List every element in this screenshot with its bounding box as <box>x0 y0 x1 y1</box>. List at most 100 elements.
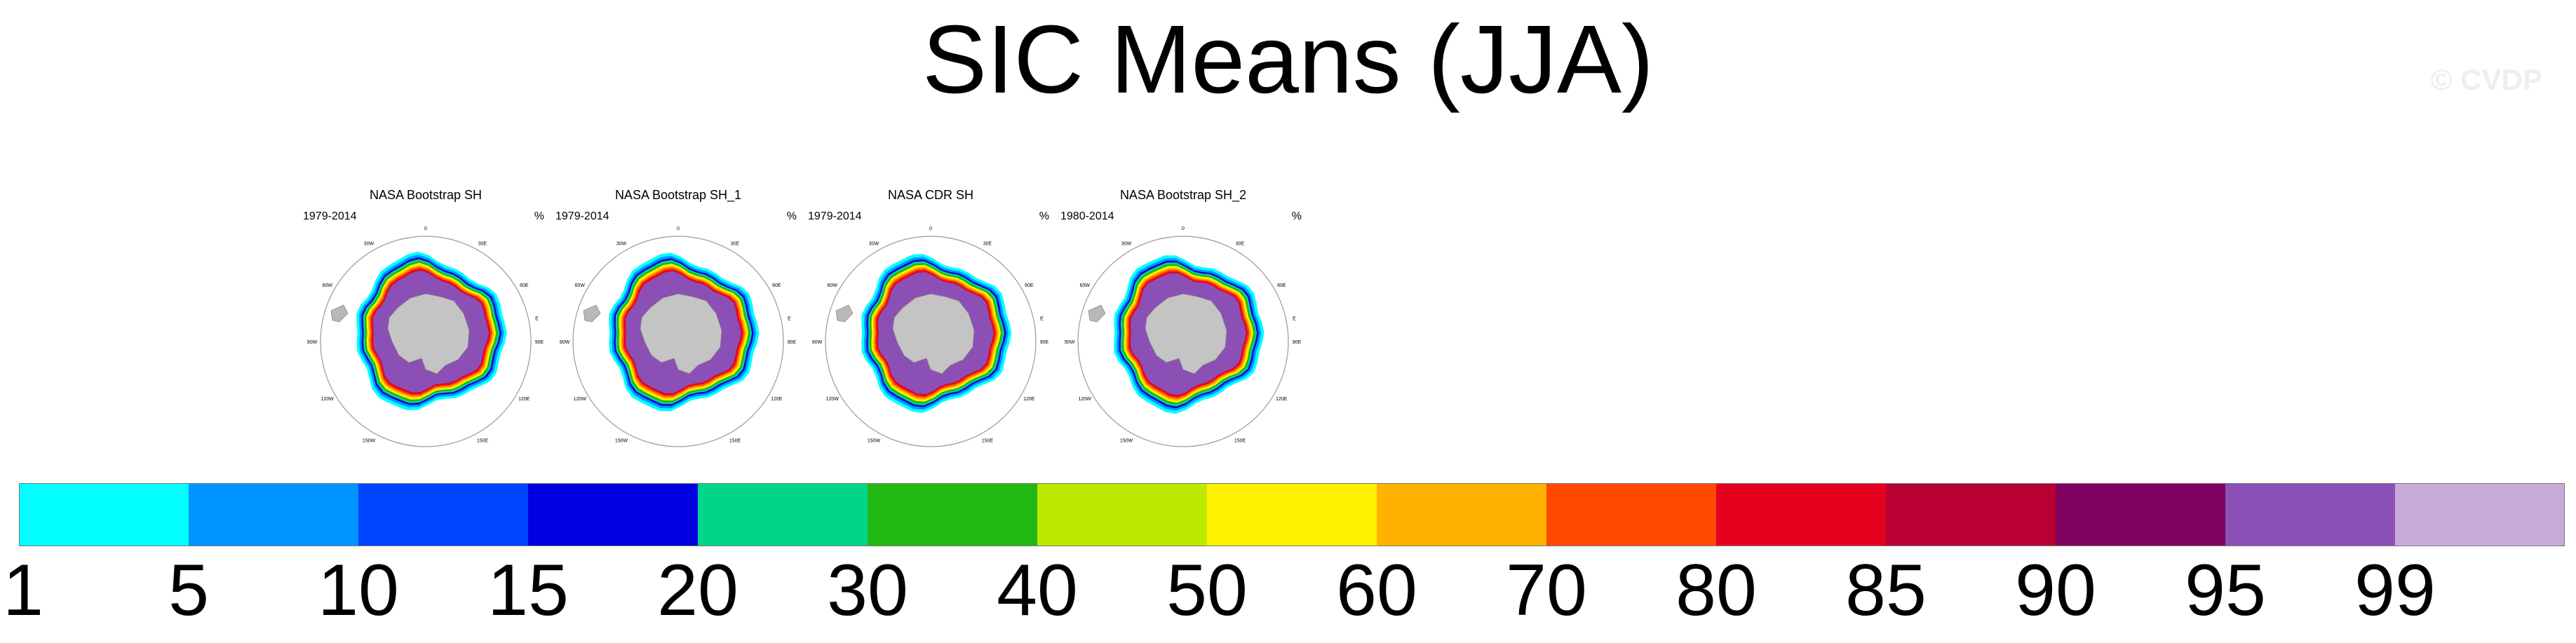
longitude-label: 60W <box>322 283 332 288</box>
colorbar-segment <box>189 483 359 546</box>
colorbar-tick-label: 40 <box>997 550 1078 631</box>
panel-period: 1979-2014 <box>808 210 862 222</box>
map-panel: 030E60EE90E120E150E180150W120W90W60W30W … <box>808 184 1053 447</box>
colorbar-tick-label: 50 <box>1166 550 1248 631</box>
watermark: © CVDP <box>2430 63 2542 96</box>
polar-map: 030E60EE90E120E150E180150W120W90W60W30W <box>307 226 544 447</box>
colorbar-tick-label: 1 <box>3 550 43 631</box>
polar-map: 030E60EE90E120E150E180150W120W90W60W30W <box>560 226 797 447</box>
panel-title: NASA Bootstrap SH_2 <box>1119 188 1247 202</box>
antarctica-landmass <box>1145 293 1227 374</box>
south-america-landmass <box>835 304 854 323</box>
colorbar-tick-label: 30 <box>827 550 908 631</box>
panel-unit: % <box>534 210 544 222</box>
colorbar-frame <box>19 483 2565 546</box>
longitude-label: 150E <box>477 438 489 443</box>
colorbar-tick-label: 15 <box>487 550 569 631</box>
longitude-label: 30E <box>983 242 992 247</box>
colorbar-tick-label: 10 <box>318 550 399 631</box>
colorbar-tick-label: 20 <box>657 550 739 631</box>
longitude-label: 60E <box>772 283 781 288</box>
map-panel: 030E60EE90E120E150E180150W120W90W60W30W … <box>555 184 801 447</box>
longitude-label: 60W <box>574 283 585 288</box>
longitude-label: 150W <box>868 438 881 443</box>
longitude-label: 30W <box>1121 242 1132 247</box>
colorbar-tick-label: 5 <box>168 550 209 631</box>
colorbar-segment <box>1377 483 1547 546</box>
longitude-label: 90E <box>535 340 544 345</box>
colorbar-tick-label: 60 <box>1336 550 1417 631</box>
longitude-label: 0 <box>677 226 680 231</box>
colorbar-tick-label: 85 <box>1845 550 1927 631</box>
longitude-label: 120E <box>771 397 783 402</box>
longitude-label: E <box>535 316 539 321</box>
longitude-label: 120E <box>518 397 530 402</box>
colorbar-segment <box>528 483 699 546</box>
colorbar-tick-label: 90 <box>2015 550 2096 631</box>
figure-title: SIC Means (JJA) <box>922 6 1654 114</box>
longitude-label: 150E <box>729 438 741 443</box>
longitude-label: 60E <box>520 283 529 288</box>
longitude-label: 0 <box>424 226 427 231</box>
longitude-label: E <box>1293 316 1296 321</box>
longitude-label: 0 <box>929 226 932 231</box>
longitude-label: 30W <box>869 242 879 247</box>
panel-title: NASA CDR SH <box>887 188 974 202</box>
longitude-label: 150W <box>615 438 628 443</box>
longitude-label: 90W <box>1065 340 1075 345</box>
antarctica-landmass <box>640 293 722 374</box>
colorbar-tick-label: 95 <box>2185 550 2266 631</box>
polar-map: 030E60EE90E120E150E180150W120W90W60W30W <box>812 226 1049 447</box>
longitude-label: 60E <box>1025 283 1034 288</box>
map-panel: 030E60EE90E120E150E180150W120W90W60W30W … <box>303 184 548 447</box>
longitude-label: 60E <box>1277 283 1286 288</box>
longitude-label: 90W <box>812 340 823 345</box>
longitude-label: 0 <box>1182 226 1185 231</box>
longitude-label: 150E <box>1234 438 1246 443</box>
colorbar-segment <box>868 483 1038 546</box>
longitude-label: 90W <box>307 340 318 345</box>
panel-unit: % <box>1291 210 1302 222</box>
colorbar-segment <box>2056 483 2226 546</box>
colorbar-segment <box>1886 483 2056 546</box>
longitude-label: 150W <box>1120 438 1133 443</box>
south-america-landmass <box>330 304 349 323</box>
panel-unit: % <box>1039 210 1049 222</box>
longitude-label: E <box>1040 316 1044 321</box>
polar-map: 030E60EE90E120E150E180150W120W90W60W30W <box>1065 226 1302 447</box>
panel-period: 1979-2014 <box>303 210 357 222</box>
colorbar-segment <box>1037 483 1208 546</box>
longitude-label: 120W <box>826 397 839 402</box>
colorbar-segment <box>2395 483 2565 546</box>
longitude-label: 30E <box>1236 242 1245 247</box>
longitude-label: 120W <box>574 397 587 402</box>
panel-title: NASA Bootstrap SH_1 <box>614 188 742 202</box>
longitude-label: 30W <box>364 242 375 247</box>
longitude-label: 120W <box>1079 397 1092 402</box>
longitude-label: 120E <box>1276 397 1288 402</box>
panel-period: 1980-2014 <box>1060 210 1114 222</box>
panel-title: NASA Bootstrap SH <box>369 188 483 202</box>
longitude-label: 120W <box>321 397 335 402</box>
antarctica-landmass <box>387 293 470 374</box>
longitude-label: 60W <box>1079 283 1090 288</box>
panel-unit: % <box>786 210 797 222</box>
longitude-label: 90E <box>1040 340 1049 345</box>
colorbar-tick-label: 70 <box>1506 550 1587 631</box>
colorbar-tick-label: 80 <box>1675 550 1757 631</box>
colorbar-segment <box>1207 483 1377 546</box>
longitude-label: 90E <box>1293 340 1302 345</box>
longitude-label: 150E <box>982 438 994 443</box>
longitude-label: 150W <box>363 438 376 443</box>
longitude-label: 120E <box>1023 397 1035 402</box>
colorbar-segment <box>1546 483 1717 546</box>
south-america-landmass <box>1088 304 1106 323</box>
longitude-label: 60W <box>827 283 837 288</box>
panel-period: 1979-2014 <box>555 210 609 222</box>
antarctica-landmass <box>892 293 975 374</box>
longitude-label: 30W <box>616 242 627 247</box>
colorbar-segment <box>358 483 529 546</box>
longitude-label: 90E <box>788 340 797 345</box>
south-america-landmass <box>583 304 601 323</box>
colorbar-tick-label: 99 <box>2354 550 2436 631</box>
